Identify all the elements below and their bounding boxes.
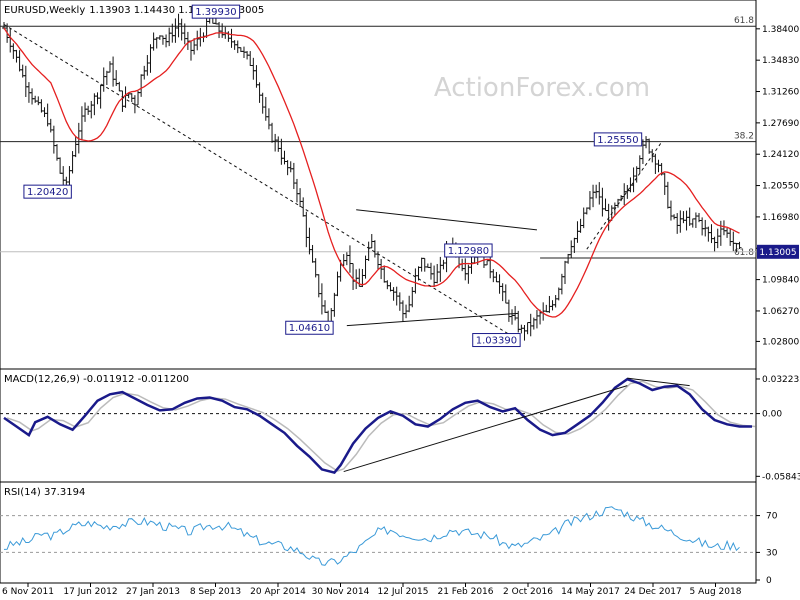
- price-label-box: [23, 184, 72, 199]
- price-axis-label: 1.31260: [762, 88, 799, 98]
- dashed-trendline: [586, 141, 663, 250]
- price-label-box: [593, 132, 643, 147]
- rsi-panel-frame: [0, 481, 757, 584]
- moving-average-line: [3, 27, 740, 318]
- macd-axis-label: 0.00: [762, 410, 782, 420]
- x-axis-label: 6 Nov 2011: [2, 587, 54, 597]
- x-axis-label: 30 Nov 2014: [312, 587, 370, 597]
- x-axis-label: 17 Jun 2012: [63, 587, 117, 597]
- price-panel-frame: [0, 0, 757, 370]
- x-axis-label: 12 Jul 2015: [378, 587, 429, 597]
- price-axis-label: 1.09840: [762, 276, 799, 286]
- rsi-title: RSI(14) 37.3194: [4, 487, 85, 498]
- watermark: ActionForex.com: [434, 73, 650, 103]
- rsi-axis-label: 70: [766, 512, 778, 522]
- price-axis-label: 1.06270: [762, 307, 799, 317]
- fibonacci-level-label: 61.8: [734, 16, 754, 26]
- ohlc: 1.13903 1.14430 1.12700 1.13005: [89, 5, 264, 16]
- rsi-line: [3, 506, 740, 566]
- x-axis-label: 2 Oct 2016: [503, 587, 553, 597]
- x-axis-label: 20 Apr 2014: [250, 587, 306, 597]
- symbol: EURUSD: [4, 5, 46, 16]
- fibonacci-level-label: 61.8: [734, 248, 754, 258]
- rsi-axis-label: 0: [766, 576, 772, 586]
- x-axis-label: 24 Dec 2017: [624, 587, 682, 597]
- macd-axis-label: 0.032235: [762, 375, 800, 385]
- price-axis-label: 1.02800: [762, 337, 799, 347]
- triangle-upper-line: [356, 209, 538, 231]
- x-axis-label: 27 Jan 2013: [126, 587, 180, 597]
- macd-layer: 0.032235 0.00 -0.058434: [0, 375, 800, 482]
- macd-line: [3, 377, 752, 475]
- price-axis-label: 1.27690: [762, 119, 799, 129]
- price-axis-label: 1.34830: [762, 56, 799, 66]
- price-label-box: [472, 333, 521, 348]
- x-axis: 6 Nov 2011 17 Jun 2012 27 Jan 2013 8 Sep 20…: [2, 583, 742, 597]
- triangle-lower-line: [346, 312, 519, 327]
- macd-trendline: [627, 377, 690, 387]
- price-label: 1.04610: [289, 323, 330, 334]
- price-label: 1.03390: [476, 336, 517, 347]
- price-axis-label: 1.20550: [762, 182, 799, 192]
- price-label-box: [444, 243, 493, 258]
- price-label: 1.20420: [27, 187, 68, 198]
- price-label-box: [191, 4, 241, 19]
- price-label: 1.25550: [597, 135, 638, 146]
- rsi-axis-label: 30: [766, 548, 778, 558]
- x-axis-label: 8 Sep 2013: [190, 587, 241, 597]
- macd-axis-label: -0.058434: [762, 472, 800, 482]
- x-axis-label: 14 May 2017: [561, 587, 620, 597]
- price-label-box: [285, 320, 334, 335]
- rsi-layer: 70 30 0: [0, 506, 778, 586]
- period: Weekly: [49, 5, 85, 16]
- current-price-tag: [757, 244, 799, 259]
- price-axis-label: 1.16980: [762, 213, 799, 223]
- price-axis-label: 1.24120: [762, 150, 799, 160]
- macd-trendline: [343, 385, 628, 473]
- price-label: 1.12980: [448, 246, 489, 257]
- current-price-value: 1.13005: [759, 248, 796, 258]
- price-header: EURUSD,Weekly 1.13903 1.14430 1.12700 1.1…: [4, 5, 264, 16]
- x-axis-label: 5 Aug 2018: [690, 587, 742, 597]
- macd-title: MACD(12,26,9) -0.011912 -0.011200: [4, 374, 189, 385]
- fibonacci-level-label: 38.2: [734, 132, 754, 142]
- price-label: 1.39930: [195, 7, 236, 18]
- price-layer: 1.38400 1.34830 1.31260 1.27690 1.24120 1.205…: [0, 4, 799, 348]
- x-axis-label: 21 Feb 2016: [437, 587, 493, 597]
- price-axis-label: 1.38400: [762, 25, 799, 35]
